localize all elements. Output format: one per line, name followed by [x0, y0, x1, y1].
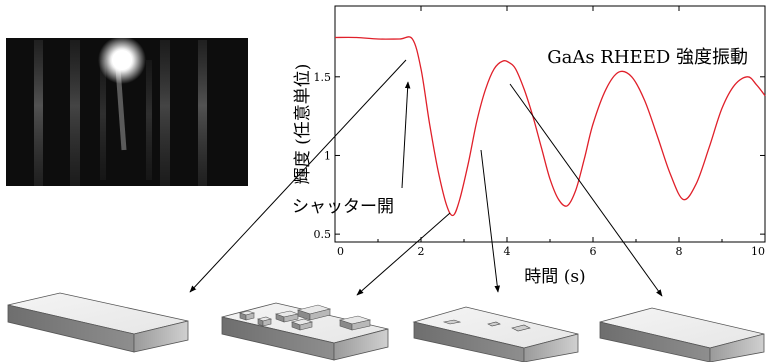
x-tick-label: 6	[590, 245, 597, 258]
chart-frame	[334, 5, 766, 243]
x-tick-label: 0	[337, 245, 344, 258]
y-tick-label: 1	[324, 149, 331, 162]
surface-diagram-flat	[7, 292, 189, 353]
surface-diagram-partial	[412, 306, 579, 362]
arrow-to-island-surface	[356, 212, 451, 296]
annotation-arrows	[189, 59, 663, 297]
x-tick-label: 10	[751, 245, 765, 258]
x-tick-label: 8	[676, 245, 683, 258]
arrow-to-flat-surface	[189, 59, 407, 293]
y-tick-label: 0.5	[314, 228, 332, 241]
arrow-to-partial-surface	[480, 149, 501, 293]
x-tick-label: 2	[418, 245, 425, 258]
chart-title: GaAs RHEED 強度振動	[547, 47, 748, 68]
series-layer	[334, 36, 766, 217]
series-line-intensity	[334, 36, 766, 217]
y-tick-label: 1.5	[314, 71, 332, 84]
shutter-label: シャッター開	[292, 197, 394, 217]
surface-diagram-islands	[221, 302, 389, 361]
shutter-arrow	[401, 81, 411, 189]
y-axis-label: 輝度 (任意単位)	[293, 64, 313, 185]
axis-ticks: 0 2 4 6 8 10 0.5 1 1.5	[314, 6, 766, 258]
rheed-diffraction-photo	[6, 36, 248, 186]
x-tick-label: 4	[504, 245, 511, 258]
surface-diagram-smooth	[599, 307, 765, 362]
x-axis-label: 時間 (s)	[524, 267, 585, 287]
arrow-to-smooth-surface	[509, 83, 663, 297]
